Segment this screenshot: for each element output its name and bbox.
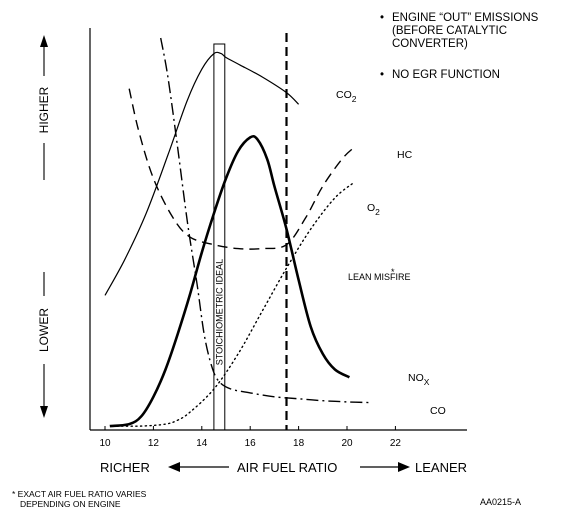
lean-misfire-label: LEAN MISFIRE (348, 272, 411, 282)
x-tick-label-14: 14 (196, 438, 208, 449)
x-tick-label-18: 18 (293, 438, 305, 449)
note-no-egr: • NO EGR FUNCTION (380, 69, 500, 81)
x-tick-label-10: 10 (99, 438, 111, 449)
note-engine-out: • ENGINE “OUT” EMISSIONS (BEFORE CATALYT… (380, 12, 539, 50)
figure-id: AA0215-A (480, 497, 522, 507)
stoichiometric-band (213, 43, 226, 431)
y-high-label: HIGHER (37, 86, 51, 133)
series-o2-label: O2 (367, 202, 380, 217)
stoichiometric-label: STOICHIOMETRIC IDEAL (214, 259, 224, 365)
x-tick-label-12: 12 (148, 438, 160, 449)
series-co2-label: CO2 (336, 89, 357, 104)
x-tick-label-22: 22 (390, 438, 402, 449)
series-nox-line (109, 134, 351, 428)
series-co-line (160, 37, 372, 404)
x-richer-label: RICHER (100, 460, 150, 475)
x-arrow-left-head (168, 462, 180, 472)
series-hc-label: HC (397, 149, 413, 161)
x-tick-label-20: 20 (341, 438, 353, 449)
y-arrow-up-head (40, 35, 48, 47)
footnote-line-1: * EXACT AIR FUEL RATIO VARIES (12, 489, 147, 499)
x-axis-label: AIR FUEL RATIO (237, 460, 337, 475)
y-low-label: LOWER (37, 308, 51, 352)
x-tick-label-16: 16 (245, 438, 257, 449)
x-arrow-right-head (398, 462, 410, 472)
series-co2-line (104, 51, 300, 296)
series-nox-label: NOX (408, 372, 430, 387)
series-hc-line (128, 88, 355, 250)
footnote: * EXACT AIR FUEL RATIO VARIES DEPENDING … (12, 489, 146, 509)
lean-misfire-asterisk: * (391, 267, 395, 277)
x-leaner-label: LEANER (415, 460, 467, 475)
y-arrow-down-head (40, 406, 48, 418)
series-co-label: CO (430, 405, 446, 417)
footnote-line-2: DEPENDING ON ENGINE (20, 499, 121, 509)
series-o2-line (111, 181, 355, 427)
